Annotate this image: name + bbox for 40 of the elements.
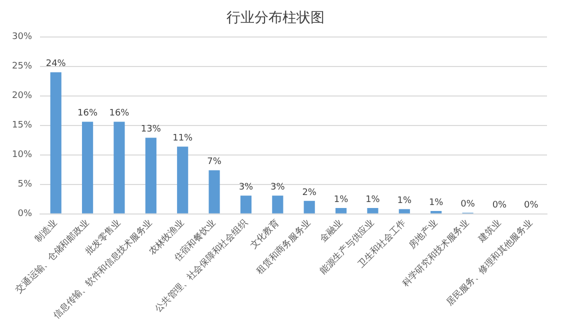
data-label: 1% (397, 196, 412, 206)
bar (177, 146, 188, 214)
bar (145, 138, 156, 214)
y-tick-label: 0% (18, 209, 32, 220)
data-label: 3% (238, 182, 254, 192)
x-tick-label: 制造业 (32, 218, 60, 245)
bar (304, 200, 315, 214)
data-label: 2% (302, 188, 317, 198)
bar (367, 208, 378, 214)
chart-title: 行业分布柱状图 (226, 10, 324, 26)
data-label: 16% (78, 108, 98, 119)
y-tick-label: 30% (12, 32, 32, 42)
data-label: 11% (172, 133, 194, 144)
bar (50, 72, 62, 214)
data-label: 3% (270, 182, 286, 192)
data-label: 16% (109, 108, 130, 119)
data-label: 1% (428, 198, 444, 208)
y-tick-label: 5% (18, 180, 32, 190)
bar (272, 196, 284, 214)
y-tick-label: 10% (12, 150, 32, 160)
bar (208, 170, 220, 214)
bar (335, 208, 347, 214)
data-label: 0% (492, 200, 508, 211)
x-tick-label: 金融业 (318, 218, 345, 245)
bar (114, 122, 125, 214)
bar (82, 122, 94, 214)
data-label: 1% (366, 194, 380, 205)
bar (240, 196, 252, 214)
data-label: 0% (524, 200, 539, 211)
data-label: 1% (334, 194, 349, 205)
bar (398, 209, 410, 214)
y-tick-label: 15% (12, 120, 32, 131)
data-label: 7% (207, 157, 222, 168)
data-label: 24% (46, 59, 66, 70)
x-tick-label: 建筑业 (476, 218, 504, 246)
data-label: 0% (460, 200, 476, 210)
data-label: 13% (140, 124, 162, 135)
y-tick-label: 20% (12, 91, 32, 102)
bar (430, 210, 442, 214)
y-tick-label: 25% (12, 62, 32, 72)
